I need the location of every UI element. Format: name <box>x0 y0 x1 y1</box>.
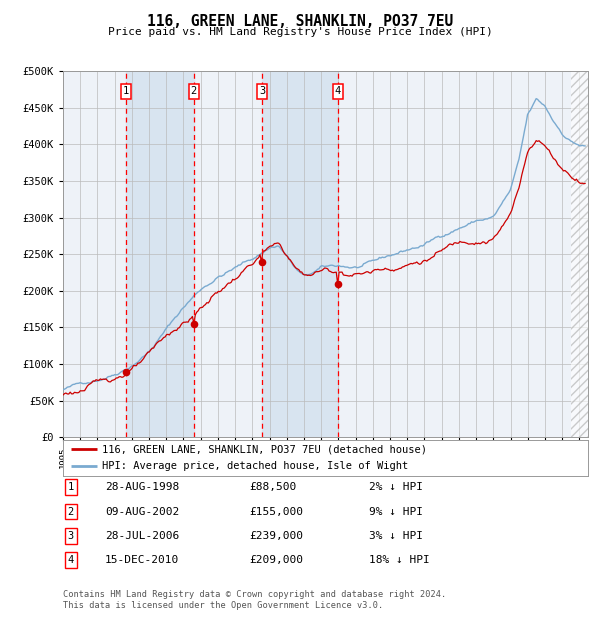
Text: 116, GREEN LANE, SHANKLIN, PO37 7EU: 116, GREEN LANE, SHANKLIN, PO37 7EU <box>147 14 453 29</box>
Text: 2: 2 <box>68 507 74 516</box>
Text: 3% ↓ HPI: 3% ↓ HPI <box>369 531 423 541</box>
Text: 2% ↓ HPI: 2% ↓ HPI <box>369 482 423 492</box>
Bar <box>126 71 194 437</box>
Text: 3: 3 <box>259 86 265 97</box>
Text: 28-JUL-2006: 28-JUL-2006 <box>105 531 179 541</box>
Text: 18% ↓ HPI: 18% ↓ HPI <box>369 555 430 565</box>
Text: £209,000: £209,000 <box>249 555 303 565</box>
Text: 116, GREEN LANE, SHANKLIN, PO37 7EU (detached house): 116, GREEN LANE, SHANKLIN, PO37 7EU (det… <box>103 445 427 454</box>
Text: Price paid vs. HM Land Registry's House Price Index (HPI): Price paid vs. HM Land Registry's House … <box>107 27 493 37</box>
Text: £155,000: £155,000 <box>249 507 303 516</box>
Polygon shape <box>571 71 588 437</box>
Text: 28-AUG-1998: 28-AUG-1998 <box>105 482 179 492</box>
Bar <box>262 71 338 437</box>
Text: 1: 1 <box>123 86 129 97</box>
Text: 09-AUG-2002: 09-AUG-2002 <box>105 507 179 516</box>
Text: 9% ↓ HPI: 9% ↓ HPI <box>369 507 423 516</box>
Text: This data is licensed under the Open Government Licence v3.0.: This data is licensed under the Open Gov… <box>63 601 383 611</box>
Text: 3: 3 <box>68 531 74 541</box>
Text: 15-DEC-2010: 15-DEC-2010 <box>105 555 179 565</box>
Text: 4: 4 <box>335 86 341 97</box>
Text: HPI: Average price, detached house, Isle of Wight: HPI: Average price, detached house, Isle… <box>103 461 409 471</box>
Text: 1: 1 <box>68 482 74 492</box>
Text: 2: 2 <box>191 86 197 97</box>
Text: 4: 4 <box>68 555 74 565</box>
Text: £88,500: £88,500 <box>249 482 296 492</box>
Text: Contains HM Land Registry data © Crown copyright and database right 2024.: Contains HM Land Registry data © Crown c… <box>63 590 446 600</box>
Text: £239,000: £239,000 <box>249 531 303 541</box>
